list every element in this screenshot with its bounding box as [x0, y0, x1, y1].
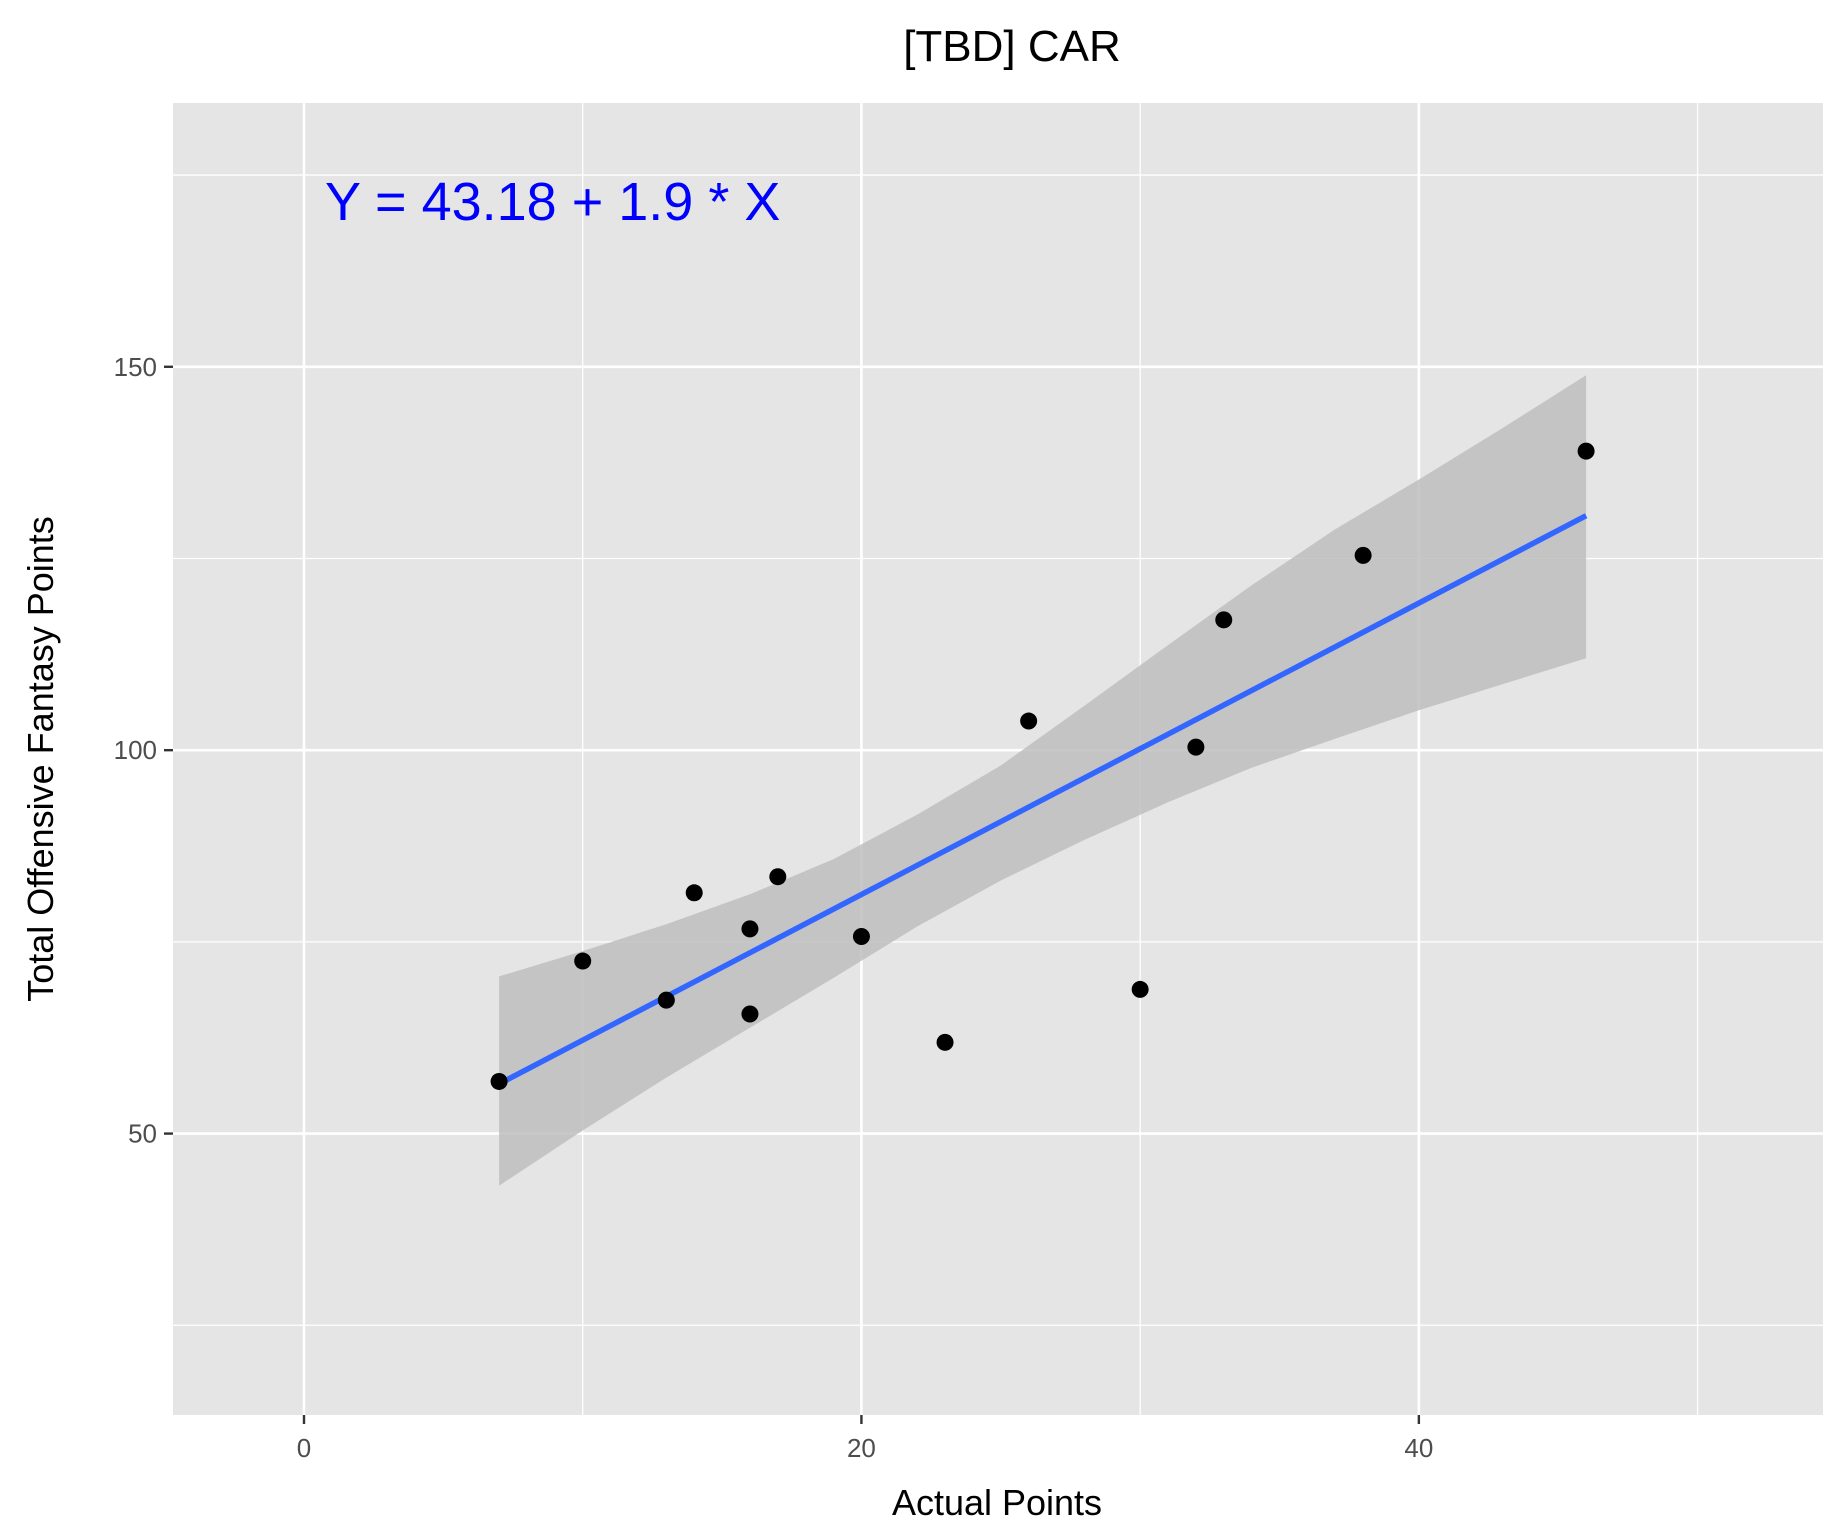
grid-minor — [173, 103, 1823, 1415]
confidence-band — [499, 375, 1587, 1186]
data-point — [852, 928, 870, 946]
fit-line — [497, 513, 1588, 1087]
data-point — [1187, 738, 1205, 756]
x-axis-title: Actual Points — [892, 1482, 1102, 1523]
data-point — [1215, 611, 1233, 629]
data-point — [1020, 712, 1038, 730]
x-tick-label: 20 — [847, 1433, 876, 1463]
x-axis-ticks: 0 20 40 — [297, 1415, 1433, 1463]
y-axis-ticks: 50 100 150 — [114, 352, 173, 1149]
y-axis-title: Total Offensive Fantasy Points — [20, 516, 61, 1002]
plot-panel — [173, 103, 1823, 1415]
grid-major — [173, 103, 1823, 1415]
y-tick-label: 150 — [114, 352, 157, 382]
confidence-band-layer — [499, 375, 1587, 1186]
data-point — [741, 920, 759, 938]
data-point — [1577, 442, 1595, 460]
x-tick-label: 40 — [1404, 1433, 1433, 1463]
points-layer — [490, 442, 1595, 1090]
fit-line-layer — [497, 513, 1588, 1087]
data-point — [1131, 980, 1149, 998]
y-tick-label: 50 — [128, 1119, 157, 1149]
data-point — [741, 1005, 759, 1023]
data-point — [769, 868, 787, 886]
data-point — [490, 1072, 508, 1090]
chart-title: [TBD] CAR — [903, 22, 1121, 71]
data-point — [1354, 546, 1372, 564]
data-point — [685, 884, 703, 902]
data-point — [936, 1033, 954, 1051]
data-point — [657, 991, 675, 1009]
regression-equation: Y = 43.18 + 1.9 * X — [325, 172, 780, 232]
y-tick-label: 100 — [114, 735, 157, 765]
data-point — [574, 952, 592, 970]
x-tick-label: 0 — [297, 1433, 311, 1463]
